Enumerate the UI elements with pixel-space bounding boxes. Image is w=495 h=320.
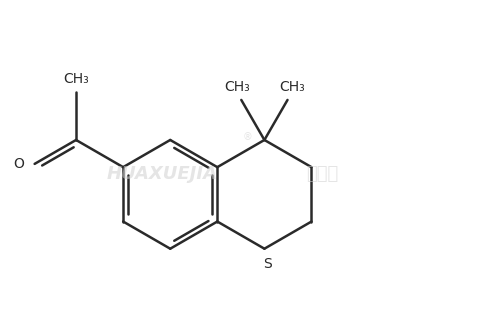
Text: 化学加: 化学加 (306, 165, 338, 183)
Text: ®: ® (243, 132, 252, 142)
Text: S: S (263, 257, 272, 271)
Text: CH₃: CH₃ (279, 80, 305, 94)
Text: HUAXUEJIA: HUAXUEJIA (106, 165, 217, 183)
Text: O: O (13, 157, 24, 171)
Text: CH₃: CH₃ (63, 72, 89, 86)
Text: CH₃: CH₃ (224, 80, 249, 94)
